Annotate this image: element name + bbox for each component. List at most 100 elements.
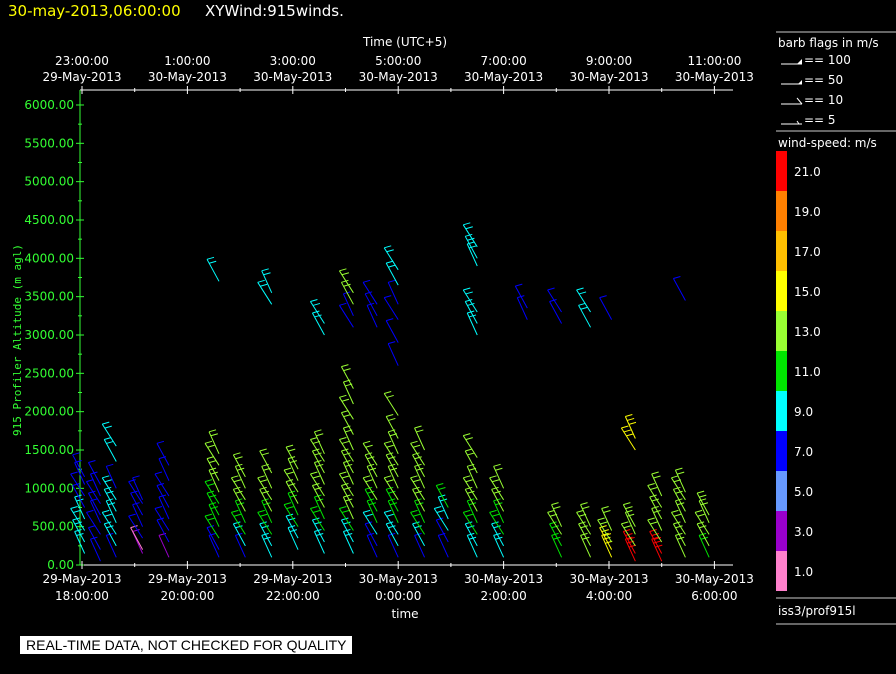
bottom-tick-time: 18:00:00	[55, 589, 109, 603]
wind-barb	[259, 521, 273, 547]
barb-flag	[673, 513, 682, 517]
wind-barb	[103, 486, 117, 512]
wind-barb	[462, 475, 478, 501]
barb-staff	[464, 236, 478, 259]
barb-flag	[88, 490, 96, 494]
wind-barb	[158, 532, 170, 558]
speed-legend: 21.0 19.0 17.0 15.0 13.0 11.0 9.0 7.0 5.0 3.0 1.0	[776, 151, 821, 591]
barb-staff	[285, 515, 299, 539]
barb-staff	[86, 481, 101, 504]
wind-barb	[385, 521, 399, 547]
barb-staff	[342, 293, 354, 317]
barb-staff	[624, 416, 636, 439]
barb-flag	[653, 540, 661, 544]
wind-barb	[462, 287, 478, 313]
barb-flag	[468, 314, 477, 318]
barb-flag	[465, 448, 473, 452]
speed-legend-label: 5.0	[794, 485, 813, 499]
barb-staff	[285, 446, 299, 470]
speed-legend-label: 9.0	[794, 405, 813, 419]
barb-flag	[465, 233, 473, 237]
barb-staff	[466, 500, 478, 524]
barb-flag	[515, 283, 523, 287]
barb-staff	[599, 297, 613, 320]
barb-flag	[386, 513, 394, 517]
barb-flag	[104, 513, 112, 517]
barb-staff	[232, 489, 246, 512]
speed-legend-swatch	[776, 431, 787, 471]
barb-flag	[104, 521, 112, 525]
wind-barb	[435, 517, 449, 543]
barb-flag	[649, 494, 657, 498]
barb-flag	[341, 483, 349, 486]
y-tick-label: 5000.00	[24, 175, 74, 189]
top-tick-date: 30-May-2013	[569, 70, 648, 84]
wind-barb	[72, 452, 86, 478]
barb-staff	[383, 393, 399, 416]
barb-flag	[263, 536, 271, 540]
barb-flag	[412, 479, 421, 483]
barb-flag	[580, 502, 588, 506]
wind-barb	[283, 502, 299, 527]
barb-legend-tick	[796, 97, 803, 105]
barb-staff	[493, 466, 505, 489]
barb-staff	[462, 224, 478, 248]
wind-barb	[364, 486, 378, 512]
wind-barb	[578, 302, 591, 328]
barb-flag	[389, 467, 398, 471]
barb-staff	[462, 512, 478, 535]
barb-staff	[649, 496, 663, 520]
wind-barb	[385, 414, 399, 439]
wind-barb	[74, 460, 86, 485]
barb-staff	[464, 489, 478, 512]
barb-flag	[578, 291, 587, 295]
wind-barb	[130, 525, 144, 550]
barb-flag	[547, 287, 555, 291]
barb-flag	[231, 509, 239, 513]
barb-flag	[210, 433, 218, 437]
barb-flag	[597, 517, 605, 521]
barb-flag	[625, 414, 633, 417]
barb-staff	[208, 469, 220, 493]
barb-staff	[366, 535, 378, 558]
barb-flag	[651, 532, 659, 536]
barb-staff	[287, 458, 299, 481]
speed-legend-swatch	[776, 471, 787, 511]
barb-staff	[647, 485, 663, 508]
barb-flag	[210, 471, 218, 475]
barb-flag	[343, 414, 351, 418]
bottom-axis-ticks: 29-May-2013 18:00:00 29-May-2013 20:00:00 29…	[42, 561, 754, 603]
barb-flag	[362, 509, 371, 513]
barb-staff	[578, 305, 591, 328]
barb-staff	[601, 508, 613, 531]
barb-flag	[343, 368, 351, 372]
barb-flag	[362, 440, 371, 444]
barb-staff	[259, 523, 273, 547]
barb-staff	[696, 523, 710, 547]
barb-staff	[387, 466, 399, 489]
barb-flag	[257, 509, 265, 513]
wind-barb	[285, 444, 299, 470]
wind-barb	[412, 452, 425, 478]
barb-flag	[465, 513, 473, 517]
barb-flag	[463, 287, 471, 291]
barb-flag	[623, 525, 632, 529]
barb-flag	[341, 448, 349, 452]
barb-flag	[582, 536, 590, 540]
barb-flag	[341, 475, 350, 479]
barb-flag	[316, 532, 324, 536]
barb-flag	[104, 479, 112, 483]
barb-flag	[132, 475, 140, 479]
barb-flag	[339, 437, 347, 440]
barb-flag	[491, 479, 500, 483]
barb-flag	[649, 529, 657, 532]
barb-staff	[72, 454, 86, 478]
barb-flag	[434, 506, 442, 509]
speed-legend-swatch	[776, 511, 787, 551]
barb-flag	[261, 268, 269, 272]
barb-flag	[343, 521, 351, 525]
barb-flag	[495, 502, 503, 506]
barb-flag	[365, 513, 373, 517]
barb-flag	[384, 475, 392, 479]
wind-barb	[385, 260, 399, 286]
